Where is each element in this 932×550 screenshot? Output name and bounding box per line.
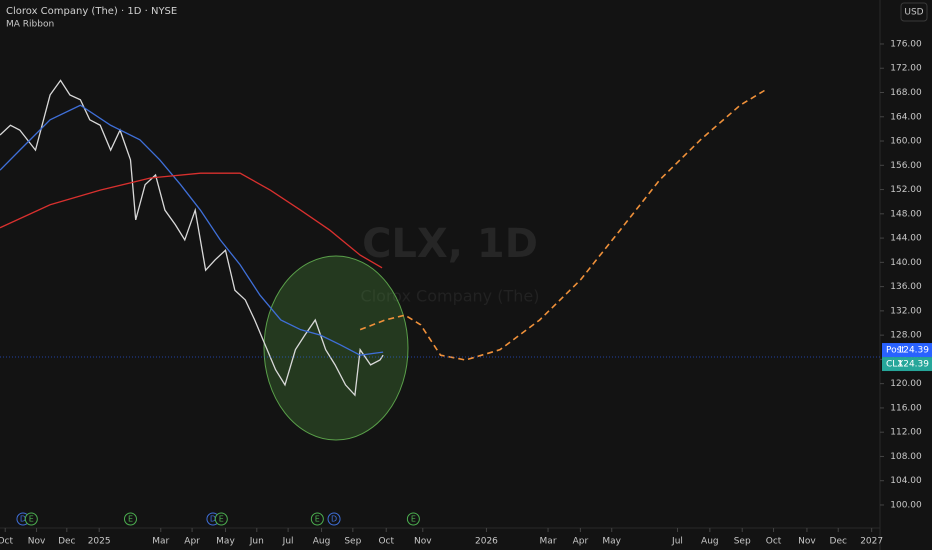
event-label: D [331, 515, 337, 524]
x-tick-label: Apr [184, 537, 200, 547]
x-tick-label: Dec [58, 537, 75, 547]
series-line [359, 89, 766, 361]
y-tick-label: 152.00 [890, 185, 922, 195]
y-tick-label: 100.00 [890, 500, 922, 510]
x-tick-label: Aug [313, 537, 331, 547]
y-tick-label: 120.00 [890, 379, 922, 389]
y-tick-label: 108.00 [890, 452, 922, 462]
x-tick-label: 2027 [860, 537, 883, 547]
watermark-sub: Clorox Company (The) [361, 287, 540, 306]
x-tick-label: Oct [0, 537, 13, 547]
event-icon [123, 512, 137, 526]
x-tick-label: May [602, 537, 621, 547]
event-label: E [219, 515, 224, 524]
price-label-value: 124.39 [898, 346, 930, 356]
y-tick-label: 144.00 [890, 234, 922, 244]
x-tick-label: Mar [540, 537, 557, 547]
x-tick-label: Jun [249, 537, 264, 547]
y-tick-label: 176.00 [890, 39, 922, 49]
x-tick-label: Oct [378, 537, 394, 547]
chart-title: Clorox Company (The) · 1D · NYSE [6, 6, 177, 17]
x-tick-label: 2025 [88, 537, 111, 547]
y-tick-label: 160.00 [890, 137, 922, 147]
x-tick-label: Sep [344, 537, 361, 547]
x-tick-label: 2026 [475, 537, 498, 547]
price-label-name: Post [886, 346, 905, 356]
x-tick-label: Aug [701, 537, 719, 547]
x-tick-label: Nov [414, 537, 432, 547]
series-line [0, 104, 384, 356]
x-tick-label: Apr [573, 537, 589, 547]
y-tick-label: 112.00 [890, 428, 922, 438]
series-line [0, 172, 383, 269]
event-icon [24, 512, 38, 526]
x-tick-label: Jul [282, 537, 294, 547]
event-label: E [411, 515, 416, 524]
x-tick-label: Sep [734, 537, 751, 547]
x-tick-label: Oct [766, 537, 782, 547]
event-label: E [29, 515, 34, 524]
currency-button[interactable] [900, 2, 928, 22]
y-tick-label: 164.00 [890, 112, 922, 122]
y-tick-label: 156.00 [890, 161, 922, 171]
y-tick-label: 104.00 [890, 476, 922, 486]
y-tick-label: 128.00 [890, 331, 922, 341]
x-tick-label: May [216, 537, 235, 547]
y-tick-label: 136.00 [890, 282, 922, 292]
y-tick-label: 116.00 [890, 403, 922, 413]
y-tick-label: 140.00 [890, 258, 922, 268]
y-tick-label: 148.00 [890, 209, 922, 219]
y-tick-label: 172.00 [890, 64, 922, 74]
price-label-box [882, 357, 932, 372]
y-tick-label: 132.00 [890, 306, 922, 316]
y-tick-label: 168.00 [890, 88, 922, 98]
event-icon [327, 512, 341, 526]
x-tick-label: Dec [830, 537, 847, 547]
event-icon [406, 512, 420, 526]
highlight-ellipse [263, 255, 409, 441]
event-label: D [20, 515, 26, 524]
currency[interactable]: USD [904, 8, 923, 18]
watermark: CLX, 1D [362, 221, 538, 267]
x-tick-label: Mar [152, 537, 169, 547]
event-label: E [315, 515, 320, 524]
price-label-value: 124.39 [898, 360, 930, 370]
event-icon [214, 512, 228, 526]
x-tick-label: Nov [28, 537, 46, 547]
price-label-box [882, 343, 932, 358]
event-label: E [128, 515, 133, 524]
x-tick-label: Nov [798, 537, 816, 547]
x-tick-label: Jul [671, 537, 683, 547]
indicator-name: MA Ribbon [6, 20, 54, 30]
event-label: D [210, 515, 216, 524]
event-icon [310, 512, 324, 526]
price-label-name: CLX [886, 360, 903, 370]
